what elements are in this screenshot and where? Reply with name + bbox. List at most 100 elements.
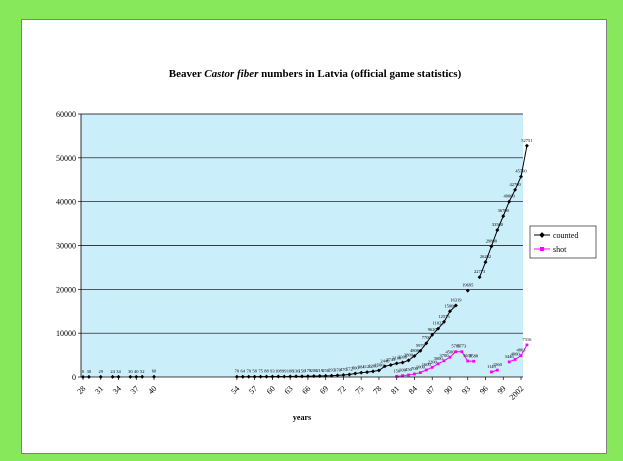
x-tick-label: 66 <box>300 384 312 396</box>
data-label-counted: 52 <box>140 369 145 374</box>
data-label-counted: 11022 <box>433 321 444 326</box>
data-label-shot: 1149 <box>487 364 497 369</box>
data-label-counted: 12573 <box>438 314 450 319</box>
y-tick-label: 20000 <box>56 285 76 294</box>
data-point-counted <box>453 303 458 308</box>
chart-title-species: Castor fiber <box>204 68 259 80</box>
data-label-counted: 178 <box>305 368 313 373</box>
data-label-counted: 7700 <box>422 335 432 340</box>
data-label-counted: 800 <box>352 365 360 370</box>
legend-marker-counted <box>539 232 545 238</box>
data-label-counted: 200 <box>310 368 318 373</box>
y-tick-label: 30000 <box>56 242 76 251</box>
data-label-counted: 64 <box>241 369 246 374</box>
data-point-counted <box>501 214 506 219</box>
data-label-shot: 3000 <box>434 356 444 361</box>
data-label-counted: 33500 <box>492 222 504 227</box>
series-counted: 0 30 29 24 34 30 40 52 60 70 64 70 58 75 88 93 108 99 108 1… <box>81 138 533 379</box>
data-label-counted: 24 <box>110 369 115 374</box>
data-label-shot: 2200 <box>428 359 438 364</box>
series-line-shot <box>508 344 528 363</box>
data-label-counted: 70 <box>235 369 240 374</box>
data-label-shot: 4500 <box>445 349 455 354</box>
x-tick-label: 87 <box>425 384 437 396</box>
data-point-counted <box>495 228 500 233</box>
legend: counted shot <box>529 225 597 259</box>
legend-label-shot: shot <box>553 245 567 254</box>
data-point-shot <box>442 359 446 363</box>
x-tick-label: 72 <box>336 384 348 396</box>
data-label-shot: 1560 <box>493 362 503 367</box>
data-label-counted: 30 <box>87 369 92 374</box>
data-label-counted: 150 <box>299 368 307 373</box>
x-tick-label: 37 <box>129 384 141 396</box>
data-label-shot: 700 <box>411 366 419 371</box>
data-point-shot <box>513 358 517 361</box>
x-tick-label: 31 <box>93 384 105 396</box>
x-tick-label: 96 <box>478 384 490 396</box>
x-tick-label: 75 <box>354 384 366 396</box>
x-tick-label: 57 <box>247 384 259 396</box>
data-label-counted: 3800 <box>404 352 414 357</box>
data-label-counted: 370 <box>334 367 342 372</box>
data-point-counted <box>288 374 293 379</box>
legend-label-counted: counted <box>553 231 578 240</box>
data-label-counted: 93 <box>270 369 275 374</box>
data-label-counted: 40 <box>134 369 139 374</box>
legend-marker-shot <box>540 247 544 251</box>
data-label-counted: 45700 <box>515 169 527 174</box>
data-point-counted <box>418 348 423 353</box>
data-label-counted: 136 <box>293 368 301 373</box>
data-label-counted: 70 <box>246 369 251 374</box>
data-label-counted: 4800 <box>410 348 420 353</box>
data-label-counted: 572 <box>346 366 353 371</box>
data-label-counted: 108 <box>287 369 295 374</box>
data-point-counted <box>483 260 488 265</box>
series-group: 0 30 29 24 34 30 40 52 60 70 64 70 58 75 88 93 108 99 108 1… <box>81 138 533 379</box>
x-tick-label: 40 <box>146 384 158 396</box>
x-tick-label: 60 <box>265 384 277 396</box>
data-label-counted: 16319 <box>450 297 462 302</box>
data-point-shot <box>460 350 464 354</box>
data-label-shot: 1000 <box>416 365 426 370</box>
x-tick-label: 93 <box>460 384 472 396</box>
data-label-counted: 26202 <box>480 254 491 259</box>
chart-svg: Beaver Castor fiber numbers in Latvia (o… <box>56 68 597 422</box>
data-label-counted: 42700 <box>509 182 521 187</box>
data-label-shot: 300 <box>399 368 407 373</box>
data-label-counted: 219 <box>316 368 324 373</box>
data-point-shot <box>424 368 428 372</box>
data-label-counted: 0 <box>82 369 85 374</box>
x-tick-label: 99 <box>496 384 508 396</box>
y-tick-label: 50000 <box>56 154 76 163</box>
data-point-counted <box>282 374 287 379</box>
x-tick-label: 90 <box>442 384 454 396</box>
data-point-shot <box>466 359 470 363</box>
legend-box <box>529 225 597 259</box>
data-label-shot: 4863 <box>517 348 527 353</box>
data-label-counted: 36700 <box>498 208 510 213</box>
x-tick-label: 81 <box>389 384 401 396</box>
data-label-counted: 19695 <box>462 283 474 288</box>
data-point-shot <box>472 359 476 363</box>
x-tick-label: 28 <box>75 384 87 396</box>
data-label-shot: 7316 <box>522 337 532 342</box>
data-label-counted: 250 <box>322 368 330 373</box>
data-label-shot: 4000 <box>511 351 521 356</box>
data-label-counted: 293 <box>328 368 336 373</box>
data-point-shot <box>407 373 410 377</box>
data-label-counted: 3300 <box>398 355 408 360</box>
data-point-shot <box>436 362 440 366</box>
data-label-counted: 99 <box>282 369 287 374</box>
x-axis-ticks: 28 31 34 37 40 54 57 60 63 66 69 72 75 78 81 84 87 90 93 96… <box>75 377 525 402</box>
data-label-shot: 3700 <box>440 353 450 358</box>
y-tick-label: 60000 <box>56 110 76 119</box>
data-point-shot <box>413 372 416 376</box>
data-label-counted: 58 <box>252 369 257 374</box>
data-label-counted: 34 <box>116 369 121 374</box>
data-point-shot <box>490 370 493 374</box>
data-label-counted: 30 <box>128 369 133 374</box>
x-tick-label: 63 <box>283 384 295 396</box>
data-label-shot: 3588 <box>469 353 479 358</box>
data-point-shot <box>495 368 499 372</box>
